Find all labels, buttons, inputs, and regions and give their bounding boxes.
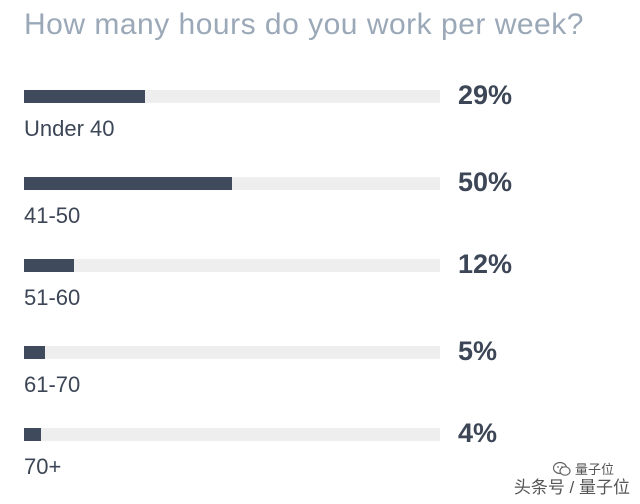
bar-row: 4% 70+ xyxy=(0,418,640,488)
bar xyxy=(24,90,145,103)
watermark: 头条号 / 量子位 xyxy=(514,473,630,498)
category-label: 70+ xyxy=(24,454,62,479)
bar xyxy=(24,428,41,441)
category-label: 51-60 xyxy=(24,285,81,310)
bar-track xyxy=(24,90,440,103)
value-label: 12% xyxy=(458,249,513,279)
bar-track xyxy=(24,177,440,190)
category-label: Under 40 xyxy=(24,116,115,141)
bar xyxy=(24,346,45,359)
watermark-brand-text: 量子位 xyxy=(574,462,614,477)
category-label: 61-70 xyxy=(24,372,81,397)
value-label: 29% xyxy=(458,80,513,110)
bar-track xyxy=(24,259,440,272)
category-label: 41-50 xyxy=(24,203,81,228)
value-label: 5% xyxy=(458,336,498,366)
value-label: 4% xyxy=(458,418,498,448)
bar-track xyxy=(24,428,440,441)
bar-row: 50% 41-50 xyxy=(0,167,640,237)
bar xyxy=(24,259,74,272)
bar-track xyxy=(24,346,440,359)
watermark-text: 头条号 / 量子位 xyxy=(513,478,630,497)
bar xyxy=(24,177,232,190)
watermark-brand: 量子位 xyxy=(552,459,614,478)
value-label: 50% xyxy=(458,167,513,197)
chart-title: How many hours do you work per week? xyxy=(24,8,584,41)
bar-row: 12% 51-60 xyxy=(0,249,640,319)
bar-row: 29% Under 40 xyxy=(0,80,640,150)
wechat-logo-icon xyxy=(552,461,571,476)
bar-row: 5% 61-70 xyxy=(0,336,640,406)
